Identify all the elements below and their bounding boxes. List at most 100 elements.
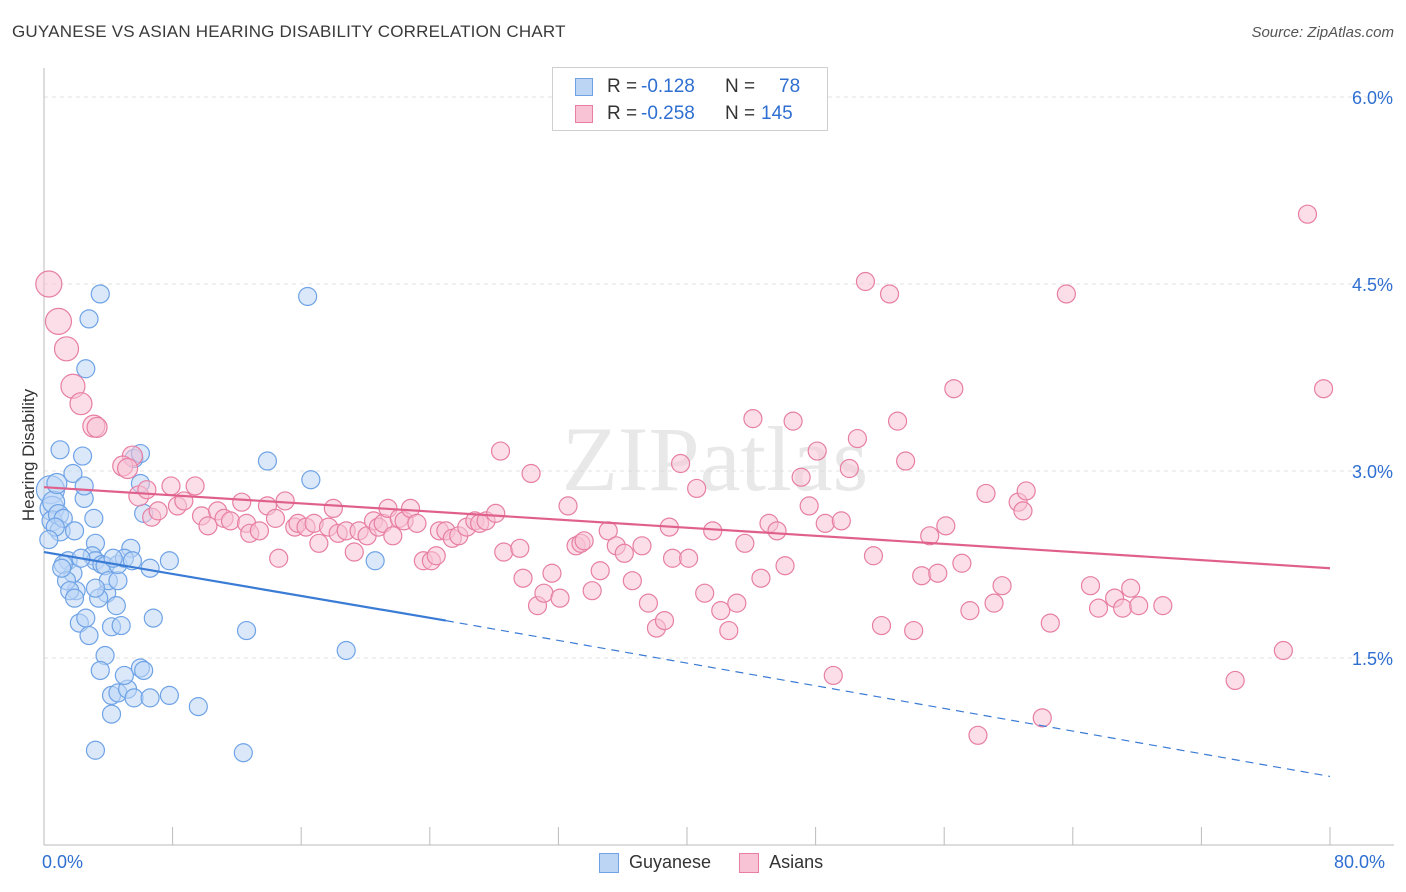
point-guyanese — [63, 463, 83, 484]
legend-swatch-asians — [575, 105, 593, 123]
point-asians — [855, 271, 876, 292]
trend-lines — [43, 486, 1331, 778]
point-asians — [695, 583, 715, 603]
axes — [43, 68, 1394, 846]
point-asians — [968, 725, 988, 745]
point-asians — [513, 568, 533, 588]
point-guyanese — [124, 688, 144, 708]
legend-row-guyanese: R = -0.128 N = 78 — [575, 75, 800, 99]
point-asians — [887, 411, 908, 431]
point-asians — [847, 428, 867, 449]
point-asians — [44, 307, 73, 335]
point-asians — [1129, 596, 1149, 616]
grid-lines — [44, 96, 1394, 659]
legend-r-label: R = — [607, 76, 638, 97]
y-tick-label: 3.0% — [1352, 462, 1393, 482]
point-asians — [879, 284, 900, 304]
point-asians — [1080, 576, 1101, 596]
point-asians — [1121, 578, 1141, 598]
point-asians — [871, 615, 892, 636]
trend-line-guyanese — [43, 550, 447, 622]
point-guyanese — [74, 476, 94, 496]
point-asians — [69, 392, 93, 416]
point-asians — [1056, 284, 1076, 304]
point-asians — [1225, 670, 1245, 691]
series-legend-guyanese: Guyanese — [599, 852, 711, 873]
point-asians — [148, 501, 168, 521]
point-asians — [735, 533, 755, 553]
point-guyanese — [301, 470, 321, 490]
y-tick-label: 4.5% — [1352, 275, 1393, 295]
point-guyanese — [134, 660, 154, 681]
point-asians — [687, 478, 707, 499]
point-asians — [323, 498, 343, 518]
point-asians — [1016, 481, 1036, 501]
point-asians — [823, 665, 843, 686]
y-axis-label: Hearing Disability — [19, 388, 38, 522]
point-asians — [185, 476, 205, 496]
point-asians — [928, 563, 948, 583]
point-asians — [590, 561, 610, 581]
trend-line-asians — [43, 486, 1331, 570]
series-label-guyanese: Guyanese — [629, 852, 712, 872]
point-asians — [35, 270, 63, 298]
source-label: Source: ZipAtlas.com — [1251, 24, 1394, 41]
point-asians — [198, 516, 218, 536]
legend-n-value: 78 — [779, 76, 801, 97]
point-asians — [896, 451, 916, 471]
point-asians — [654, 610, 675, 631]
point-guyanese — [79, 625, 99, 646]
point-asians — [344, 542, 364, 562]
legend-r-label: R = — [607, 103, 638, 124]
point-asians — [426, 546, 446, 566]
point-guyanese — [90, 660, 110, 681]
legend-row-asians: R = -0.258 N = 145 — [575, 102, 793, 126]
point-guyanese — [106, 596, 126, 616]
point-asians — [614, 543, 634, 563]
point-guyanese — [50, 440, 70, 460]
point-asians — [936, 516, 956, 536]
point-asians — [582, 581, 602, 601]
point-guyanese — [233, 743, 253, 763]
point-asians — [638, 593, 659, 613]
point-guyanese — [159, 551, 179, 571]
point-guyanese — [64, 588, 85, 608]
point-asians — [116, 457, 139, 480]
point-asians — [1088, 598, 1109, 618]
point-asians — [775, 556, 795, 576]
point-asians — [662, 548, 683, 568]
legend-r-value: -0.258 — [641, 103, 695, 124]
point-asians — [1040, 613, 1060, 633]
point-guyanese — [52, 558, 72, 578]
point-asians — [727, 593, 747, 613]
point-asians — [1153, 596, 1173, 616]
point-asians — [309, 533, 329, 553]
point-guyanese — [365, 551, 385, 571]
point-asians — [1273, 640, 1293, 661]
point-asians — [815, 513, 835, 533]
correlation-legend: R = -0.128 N = 78 R = -0.258 N = 145 — [552, 67, 828, 131]
legend-swatch-guyanese — [575, 78, 593, 96]
point-guyanese — [236, 620, 257, 641]
data-points — [35, 204, 1334, 763]
point-asians — [863, 546, 884, 566]
point-guyanese — [84, 508, 104, 528]
point-asians — [137, 480, 157, 500]
point-asians — [486, 503, 506, 523]
point-asians — [220, 511, 241, 531]
point-asians — [1113, 598, 1133, 618]
point-asians — [265, 508, 286, 528]
point-asians — [249, 521, 270, 541]
point-guyanese — [79, 309, 99, 329]
point-guyanese — [39, 529, 59, 550]
trend-extension-guyanese — [445, 620, 1331, 778]
point-asians — [751, 568, 771, 588]
point-asians — [783, 411, 803, 431]
point-asians — [920, 526, 940, 546]
point-guyanese — [298, 286, 318, 307]
point-asians — [839, 458, 859, 479]
point-guyanese — [101, 704, 122, 724]
legend-n-value: 145 — [761, 103, 793, 124]
series-label-asians: Asians — [769, 852, 824, 872]
point-asians — [976, 483, 996, 504]
